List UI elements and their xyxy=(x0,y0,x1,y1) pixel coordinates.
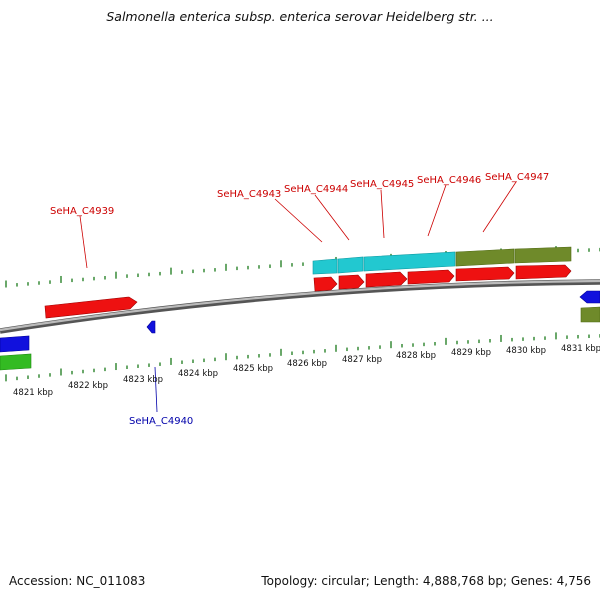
feature-olive-1[interactable] xyxy=(455,248,515,267)
cds-arrow[interactable] xyxy=(44,296,138,319)
cds-arrow[interactable] xyxy=(407,269,455,285)
gene-label-SeHA_C4943[interactable]: SeHA_C4943 xyxy=(217,189,281,200)
scale-label: 4826 kbp xyxy=(287,359,327,369)
reverse-cds-track xyxy=(0,290,600,353)
feature-cyan-2[interactable] xyxy=(337,256,364,274)
gene-labels: SeHA_C4939 SeHA_C4940 SeHA_C4943 SeHA_C4… xyxy=(50,172,549,427)
gene-label-SeHA_C4945[interactable]: SeHA_C4945 xyxy=(350,179,414,190)
scale-label: 4831 kbp xyxy=(561,344,600,354)
scale-label: 4830 kbp xyxy=(506,346,546,356)
cds-arrow[interactable] xyxy=(338,274,365,290)
cds-arrow-reverse[interactable] xyxy=(0,335,30,353)
gene-label-SeHA_C4947[interactable]: SeHA_C4947 xyxy=(485,172,549,183)
scale-label: 4825 kbp xyxy=(233,364,273,374)
feature-olive-3[interactable] xyxy=(580,306,600,323)
label-leaders xyxy=(79,181,517,413)
leader-line xyxy=(314,194,350,241)
scale-label: 4823 kbp xyxy=(123,375,163,385)
feature-cyan-1[interactable] xyxy=(312,258,338,275)
leader-line xyxy=(274,198,323,243)
leader-line xyxy=(154,366,158,413)
cds-arrow-reverse[interactable] xyxy=(146,320,156,334)
gene-label-SeHA_C4940[interactable]: SeHA_C4940 xyxy=(129,416,193,427)
cds-arrow[interactable] xyxy=(515,264,572,280)
leader-line xyxy=(380,189,385,239)
leader-line xyxy=(482,181,517,233)
cds-arrow[interactable] xyxy=(455,266,515,282)
scale-labels: 4821 kbp 4822 kbp 4823 kbp 4824 kbp 4825… xyxy=(13,344,600,398)
scale-label: 4829 kbp xyxy=(451,348,491,358)
cds-arrow-reverse[interactable] xyxy=(579,290,600,304)
feature-olive-2[interactable] xyxy=(514,246,572,264)
forward-cds-track xyxy=(44,264,572,319)
scale-label: 4828 kbp xyxy=(396,351,436,361)
feature-green-1[interactable] xyxy=(0,353,32,371)
topology-summary: Topology: circular; Length: 4,888,768 bp… xyxy=(261,574,591,588)
cds-arrow[interactable] xyxy=(365,271,408,288)
cds-arrow[interactable] xyxy=(313,276,338,292)
leader-line xyxy=(427,184,447,237)
leader-line xyxy=(79,215,88,269)
scale-label: 4827 kbp xyxy=(342,355,382,365)
accession-text: Accession: NC_011083 xyxy=(9,574,146,588)
scale-label: 4822 kbp xyxy=(68,381,108,391)
scale-label: 4824 kbp xyxy=(178,369,218,379)
gene-label-SeHA_C4944[interactable]: SeHA_C4944 xyxy=(284,184,348,195)
gene-label-SeHA_C4946[interactable]: SeHA_C4946 xyxy=(417,175,481,186)
feature-cyan-3[interactable] xyxy=(363,251,456,272)
feature-ring-outer xyxy=(0,246,600,371)
gene-label-SeHA_C4939[interactable]: SeHA_C4939 xyxy=(50,206,114,217)
map-title: Salmonella enterica subsp. enterica sero… xyxy=(106,9,494,24)
backbone xyxy=(0,279,600,334)
scale-label: 4821 kbp xyxy=(13,388,53,398)
